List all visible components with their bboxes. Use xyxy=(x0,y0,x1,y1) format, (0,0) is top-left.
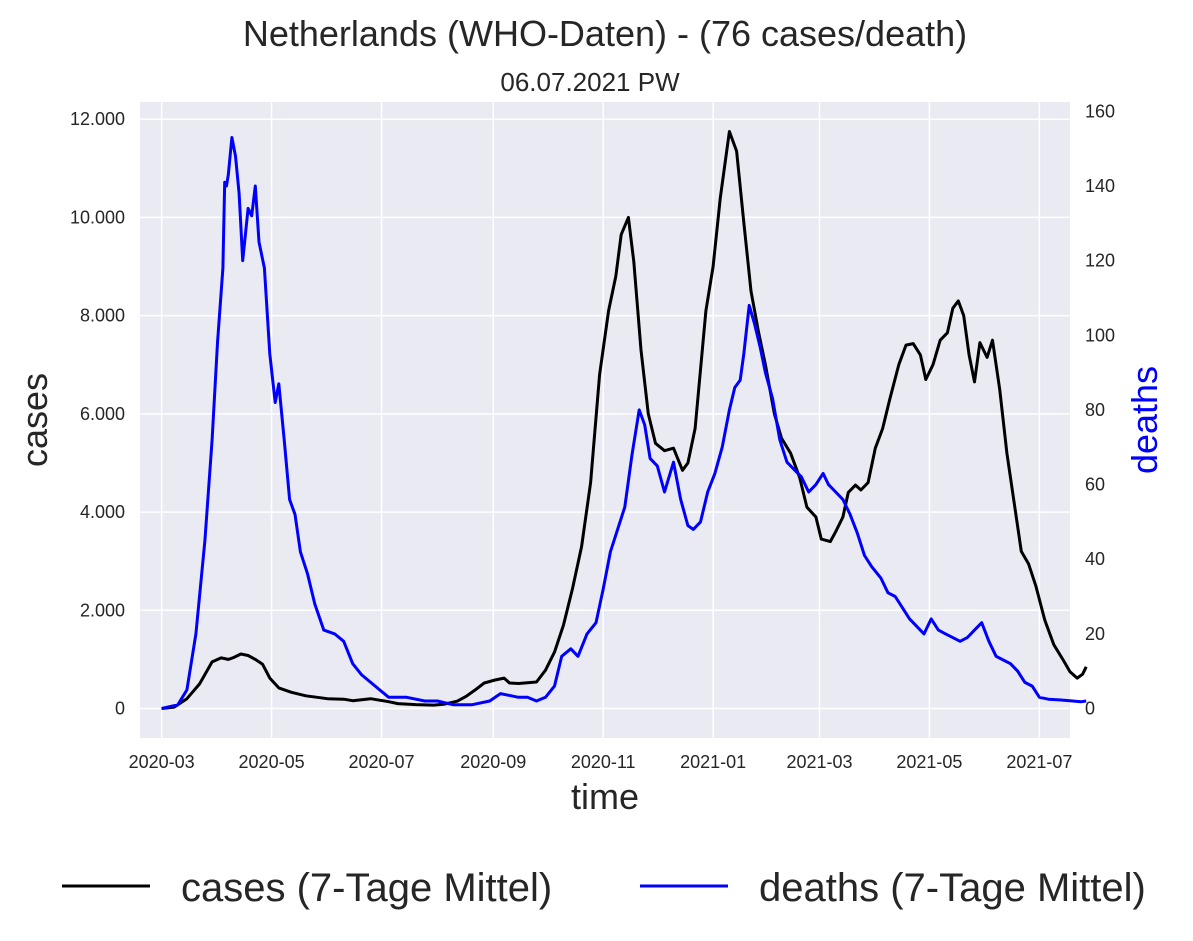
x-tick-label: 2021-03 xyxy=(786,752,852,772)
y-axis-label-left: cases xyxy=(14,373,55,467)
plot-area xyxy=(140,102,1070,738)
y-tick-label-right: 60 xyxy=(1085,475,1105,495)
legend: cases (7-Tage Mittel) deaths (7-Tage Mit… xyxy=(62,866,1146,910)
y-tick-label-right: 140 xyxy=(1085,176,1115,196)
chart-title: Netherlands (WHO-Daten) - (76 cases/deat… xyxy=(243,13,967,54)
x-axis-label: time xyxy=(571,776,639,817)
y-tick-label-left: 12.000 xyxy=(70,109,125,129)
y-axis-label-right: deaths xyxy=(1124,366,1165,474)
x-tick-label: 2021-05 xyxy=(896,752,962,772)
series-line-deaths xyxy=(161,136,1087,710)
series-layer xyxy=(161,130,1088,710)
y-tick-label-right: 160 xyxy=(1085,101,1115,121)
legend-label-cases: cases (7-Tage Mittel) xyxy=(181,866,552,910)
ticks-layer: 2020-03 2020-05 2020-07 2020-09 2020-11 2021-… xyxy=(70,101,1115,772)
y-tick-label-right: 0 xyxy=(1085,699,1095,719)
y-tick-label-right: 100 xyxy=(1085,325,1115,345)
series-line-cases xyxy=(161,130,1088,710)
y-tick-label-left: 4.000 xyxy=(80,502,125,522)
x-tick-label: 2020-05 xyxy=(239,752,305,772)
x-tick-label: 2021-01 xyxy=(680,752,746,772)
legend-label-deaths: deaths (7-Tage Mittel) xyxy=(759,866,1146,910)
y-tick-label-left: 6.000 xyxy=(80,404,125,424)
y-tick-label-right: 80 xyxy=(1085,400,1105,420)
y-tick-label-left: 0 xyxy=(115,699,125,719)
y-tick-label-right: 40 xyxy=(1085,549,1105,569)
x-tick-label: 2021-07 xyxy=(1006,752,1072,772)
x-tick-label: 2020-03 xyxy=(129,752,195,772)
x-tick-label: 2020-09 xyxy=(460,752,526,772)
y-tick-label-right: 120 xyxy=(1085,251,1115,271)
y-tick-label-left: 2.000 xyxy=(80,600,125,620)
y-tick-label-right: 20 xyxy=(1085,624,1105,644)
x-tick-label: 2020-11 xyxy=(571,752,636,772)
y-tick-label-left: 8.000 xyxy=(80,306,125,326)
y-tick-label-left: 10.000 xyxy=(70,207,125,227)
x-tick-label: 2020-07 xyxy=(348,752,414,772)
chart-subtitle: 06.07.2021 PW xyxy=(500,67,680,97)
